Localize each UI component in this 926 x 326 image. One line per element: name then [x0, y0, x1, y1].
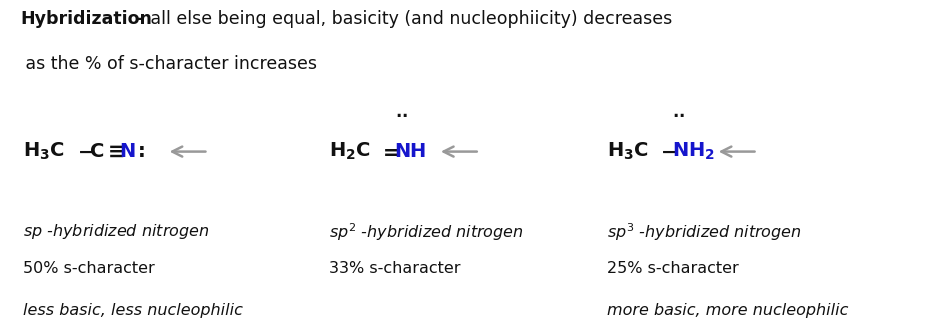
Text: $\mathbf{-}$: $\mathbf{-}$ — [77, 142, 94, 161]
Text: as the % of s-character increases: as the % of s-character increases — [20, 55, 318, 73]
Text: $sp$ -hybridized nitrogen: $sp$ -hybridized nitrogen — [23, 222, 209, 241]
Text: $\mathbf{\equiv}$: $\mathbf{\equiv}$ — [103, 141, 124, 162]
Text: $\mathbf{H_3C}$: $\mathbf{H_3C}$ — [23, 141, 65, 162]
Text: $sp^2$ -hybridized nitrogen: $sp^2$ -hybridized nitrogen — [329, 222, 523, 244]
Text: 25% s-character: 25% s-character — [607, 261, 738, 276]
Text: less basic, less nucleophilic: less basic, less nucleophilic — [23, 303, 243, 318]
Text: 33% s-character: 33% s-character — [329, 261, 460, 276]
Text: $\mathbf{C}$: $\mathbf{C}$ — [89, 142, 104, 161]
Text: $\mathbf{\cdot\!\cdot}$: $\mathbf{\cdot\!\cdot}$ — [672, 105, 686, 123]
Text: $\mathbf{\cdot\!\cdot}$: $\mathbf{\cdot\!\cdot}$ — [395, 105, 409, 123]
Text: $\mathbf{NH}$: $\mathbf{NH}$ — [394, 142, 426, 161]
Text: $\mathbf{NH_2}$: $\mathbf{NH_2}$ — [672, 141, 716, 162]
Text: $sp^3$ -hybridized nitrogen: $sp^3$ -hybridized nitrogen — [607, 222, 801, 244]
Text: $\mathbf{N}$: $\mathbf{N}$ — [119, 142, 136, 161]
Text: $\mathbf{-}$: $\mathbf{-}$ — [660, 142, 677, 161]
Text: Hybridization: Hybridization — [20, 10, 152, 28]
Text: $\mathbf{=}$: $\mathbf{=}$ — [379, 142, 399, 161]
Text: $\mathbf{H_3C}$: $\mathbf{H_3C}$ — [607, 141, 648, 162]
Text: 50% s-character: 50% s-character — [23, 261, 155, 276]
Text: all else being equal, basicity (and nucleophiicity) decreases: all else being equal, basicity (and nucl… — [145, 10, 672, 28]
Text: $\mathbf{H_2C}$: $\mathbf{H_2C}$ — [329, 141, 370, 162]
Text: more basic, more nucleophilic: more basic, more nucleophilic — [607, 303, 848, 318]
Text: -: - — [130, 10, 143, 28]
Text: $\mathbf{\,:}$: $\mathbf{\,:}$ — [131, 142, 146, 161]
